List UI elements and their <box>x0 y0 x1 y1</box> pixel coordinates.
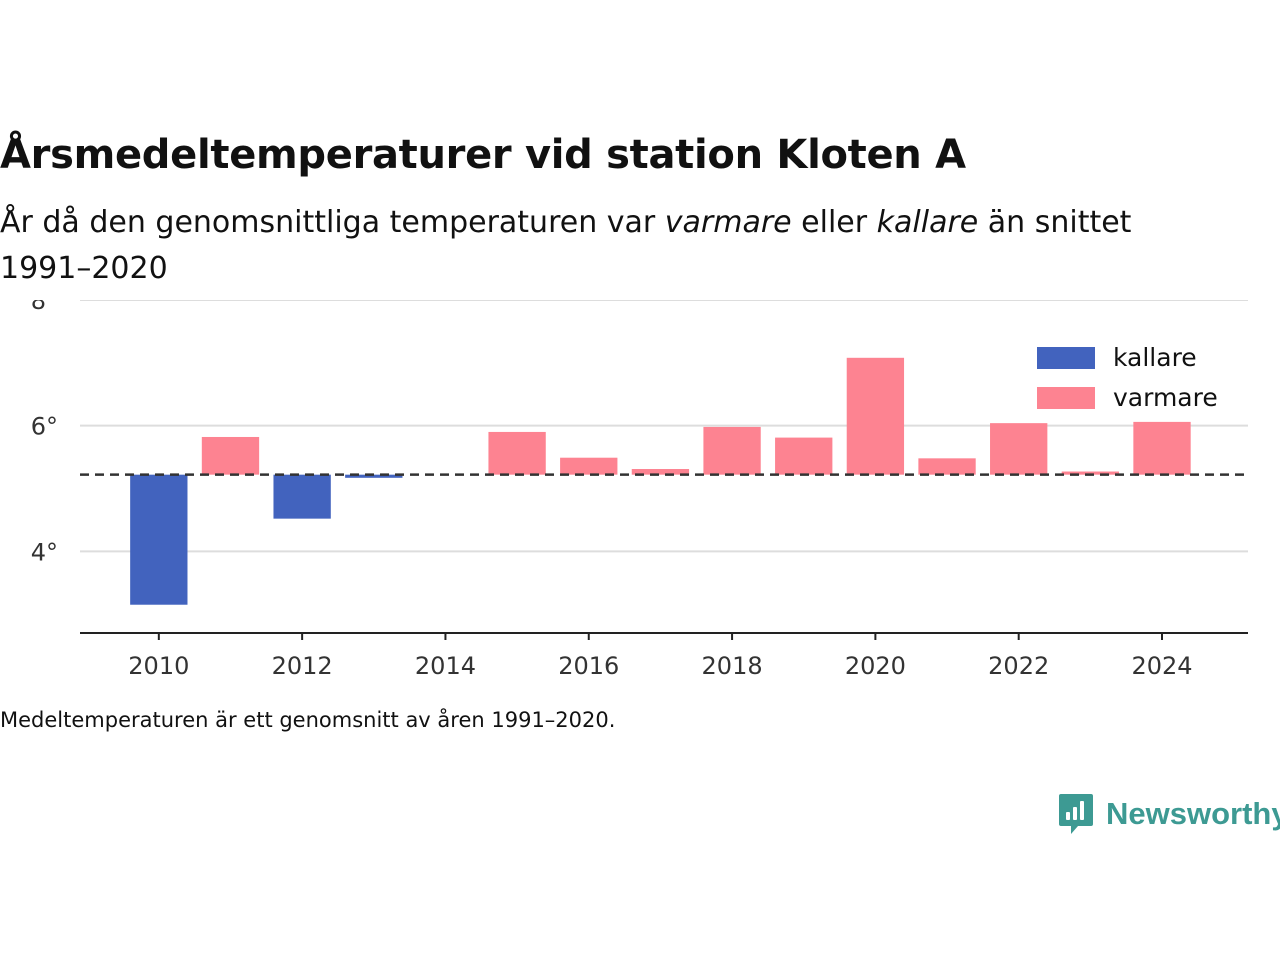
x-tick-label-2016: 2016 <box>558 652 619 680</box>
bar-2013 <box>345 474 403 478</box>
x-axis-ticks: 2010 2012 2014 2016 2018 2020 2022 2024 <box>128 633 1193 680</box>
bar-2022 <box>990 423 1048 475</box>
bar-2016 <box>560 457 618 475</box>
bar-2024 <box>1133 421 1191 475</box>
x-tick-label-2012: 2012 <box>272 652 333 680</box>
subtitle-text-2: eller <box>791 205 877 240</box>
footnote: Medeltemperaturen är ett genomsnitt av å… <box>0 708 616 732</box>
y-axis-ticks: 4° 6° 8° <box>31 300 58 566</box>
bars <box>130 357 1191 605</box>
y-tick-label-8: 8° <box>31 300 58 315</box>
subtitle-text-3: än snittet 1991–2020 <box>0 205 1132 286</box>
x-tick-label-2022: 2022 <box>988 652 1049 680</box>
legend-swatch-varmare <box>1037 387 1095 409</box>
bar-2023 <box>1061 471 1120 475</box>
bar-2019 <box>775 437 833 475</box>
bar-2021 <box>918 458 976 475</box>
x-tick-label-2024: 2024 <box>1131 652 1192 680</box>
y-tick-label-6: 6° <box>31 413 58 441</box>
chart-subtitle: År då den genomsnittliga temperaturen va… <box>0 200 1200 292</box>
y-tick-label-4: 4° <box>31 538 58 566</box>
brand-logo[interactable]: Newsworthy <box>1058 790 1280 838</box>
legend-swatch-kallare <box>1037 347 1095 369</box>
subtitle-emphasis-colder: kallare <box>876 205 979 240</box>
bar-2020 <box>846 357 905 475</box>
legend: kallare varmare <box>1037 343 1218 412</box>
bar-2015 <box>488 431 546 475</box>
bar-2018 <box>703 426 761 475</box>
grid-lines <box>80 300 1248 553</box>
bar-2017 <box>631 469 690 475</box>
brand-name: Newsworthy <box>1106 796 1280 831</box>
x-tick-label-2014: 2014 <box>415 652 476 680</box>
chart-title: Årsmedeltemperaturer vid station Kloten … <box>0 132 966 178</box>
x-tick-label-2020: 2020 <box>845 652 906 680</box>
x-tick-label-2010: 2010 <box>128 652 189 680</box>
legend-label-varmare: varmare <box>1113 383 1218 412</box>
newsworthy-logo-icon <box>1059 794 1093 834</box>
subtitle-emphasis-warmer: varmare <box>664 205 792 240</box>
x-tick-label-2018: 2018 <box>702 652 763 680</box>
bar-2011 <box>201 436 260 475</box>
legend-label-kallare: kallare <box>1113 343 1197 372</box>
bar-2012 <box>273 474 331 519</box>
bar-2010 <box>130 474 188 605</box>
subtitle-text-1: År då den genomsnittliga temperaturen va… <box>0 205 665 240</box>
bar-chart: 4°6°8° 2010 2012 2014 2016 2018 2020 2022 2024 … <box>31 300 1248 680</box>
